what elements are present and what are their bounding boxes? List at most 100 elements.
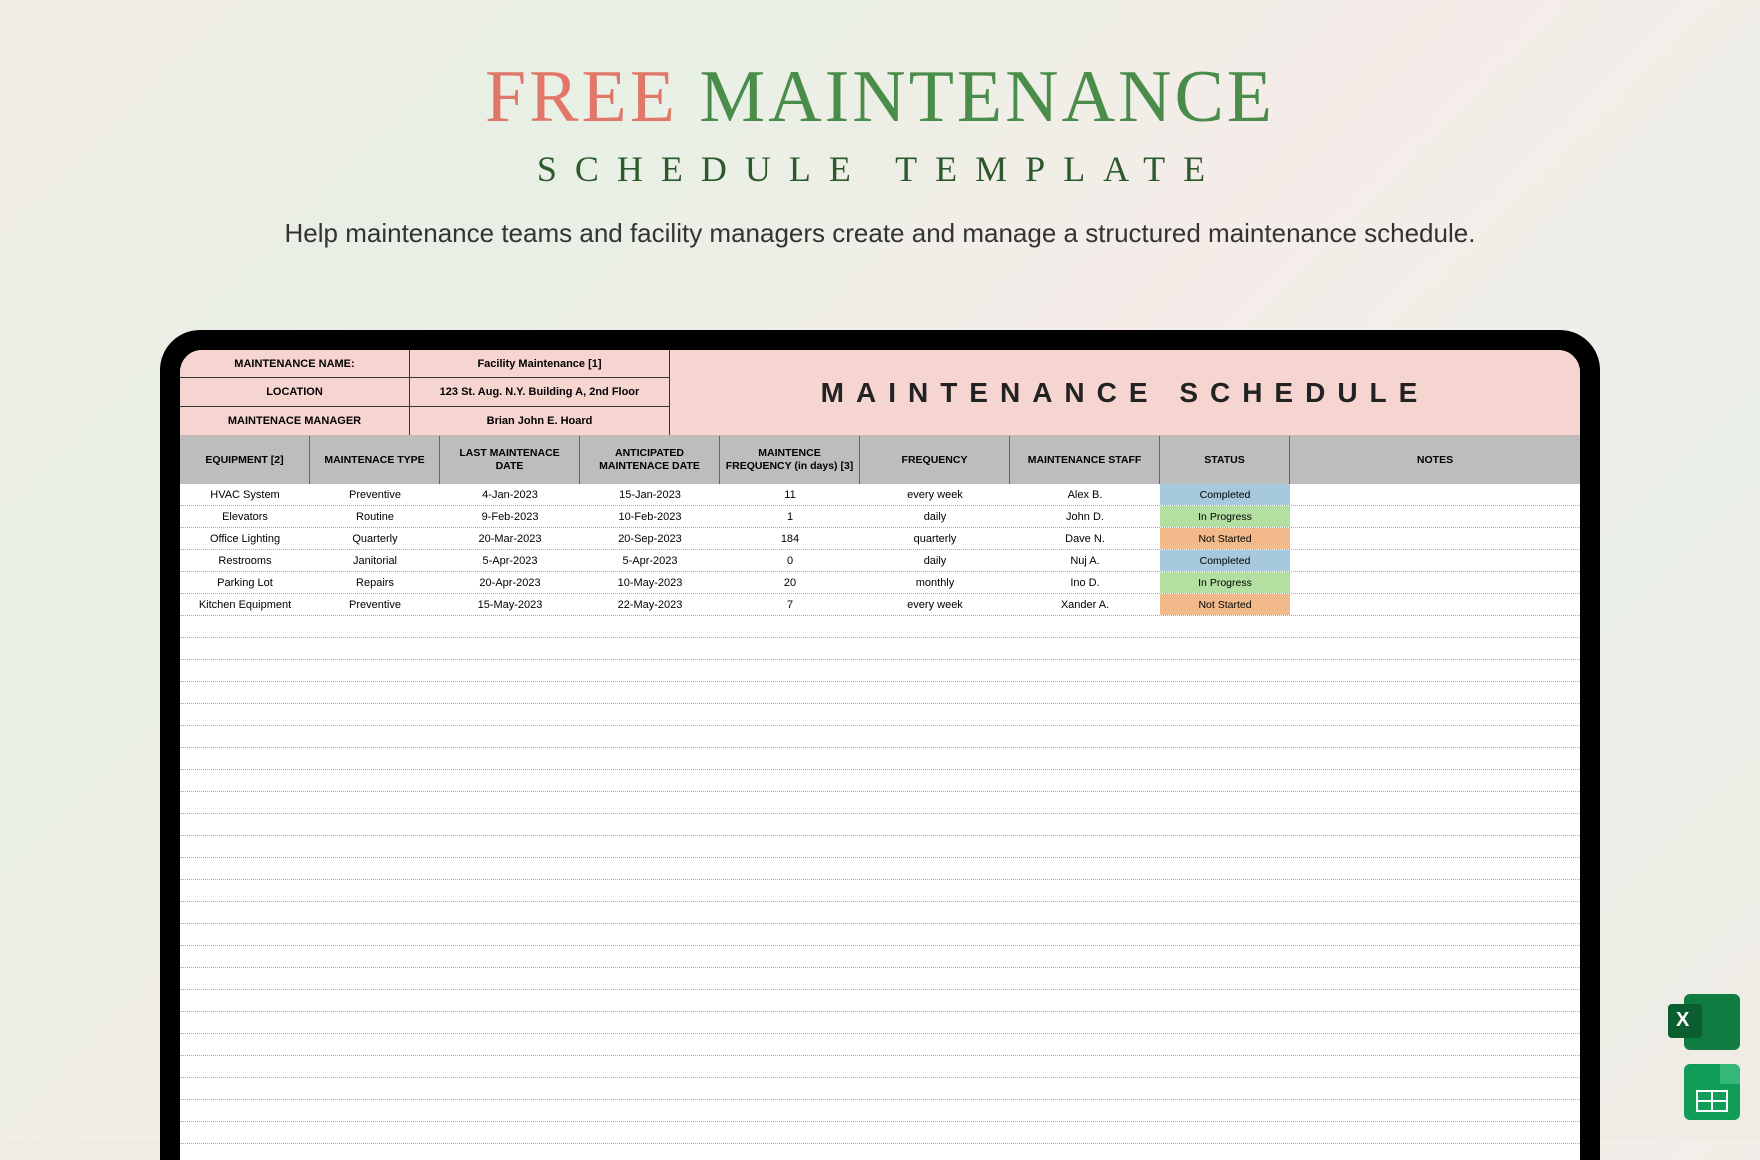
table-cell: Office Lighting <box>180 528 310 549</box>
empty-row <box>180 660 1580 682</box>
table-cell: 11 <box>720 484 860 505</box>
table-cell <box>1290 528 1580 549</box>
table-cell: every week <box>860 594 1010 615</box>
empty-row <box>180 770 1580 792</box>
spreadsheet-screen: MAINTENANCE NAME: Facility Maintenance [… <box>180 350 1580 1160</box>
empty-row <box>180 682 1580 704</box>
table-cell <box>1290 594 1580 615</box>
empty-row <box>180 748 1580 770</box>
sheet-title: MAINTENANCE SCHEDULE <box>670 350 1580 435</box>
table-cell <box>1290 506 1580 527</box>
empty-row <box>180 880 1580 902</box>
google-sheets-icon[interactable] <box>1684 1064 1740 1120</box>
table-cell: Restrooms <box>180 550 310 571</box>
status-cell: In Progress <box>1160 506 1290 527</box>
table-cell: Elevators <box>180 506 310 527</box>
hero-description: Help maintenance teams and facility mana… <box>0 218 1760 249</box>
table-cell: daily <box>860 506 1010 527</box>
empty-row <box>180 946 1580 968</box>
status-cell: Completed <box>1160 484 1290 505</box>
table-cell: Parking Lot <box>180 572 310 593</box>
table-cell: quarterly <box>860 528 1010 549</box>
table-cell: Alex B. <box>1010 484 1160 505</box>
table-cell: 184 <box>720 528 860 549</box>
table-cell: 20-Apr-2023 <box>440 572 580 593</box>
column-header: NOTES <box>1290 436 1580 484</box>
table-cell: Routine <box>310 506 440 527</box>
table-cell: 20 <box>720 572 860 593</box>
table-row: HVAC SystemPreventive4-Jan-202315-Jan-20… <box>180 484 1580 506</box>
maint-name-value: Facility Maintenance [1] <box>410 350 670 378</box>
table-row: ElevatorsRoutine9-Feb-202310-Feb-20231da… <box>180 506 1580 528</box>
maint-name-label: MAINTENANCE NAME: <box>180 350 410 378</box>
sheet-header: MAINTENANCE NAME: Facility Maintenance [… <box>180 350 1580 436</box>
export-icons <box>1684 994 1740 1120</box>
status-cell: Not Started <box>1160 528 1290 549</box>
table-cell: Janitorial <box>310 550 440 571</box>
table-cell: Preventive <box>310 484 440 505</box>
table-cell: Nuj A. <box>1010 550 1160 571</box>
table-cell: Repairs <box>310 572 440 593</box>
hero-subtitle: SCHEDULE TEMPLATE <box>0 148 1760 190</box>
info-grid: MAINTENANCE NAME: Facility Maintenance [… <box>180 350 670 435</box>
manager-value: Brian John E. Hoard <box>410 407 670 435</box>
table-row: Parking LotRepairs20-Apr-202310-May-2023… <box>180 572 1580 594</box>
table-cell: Dave N. <box>1010 528 1160 549</box>
empty-row <box>180 924 1580 946</box>
hero-word-maintenance: MAINTENANCE <box>699 56 1275 138</box>
column-header: MAINTENACE TYPE <box>310 436 440 484</box>
table-cell <box>1290 484 1580 505</box>
empty-row <box>180 1034 1580 1056</box>
status-cell: Completed <box>1160 550 1290 571</box>
table-row: Kitchen EquipmentPreventive15-May-202322… <box>180 594 1580 616</box>
column-header: MAINTENCE FREQUENCY (in days) [3] <box>720 436 860 484</box>
empty-row <box>180 638 1580 660</box>
table-cell: HVAC System <box>180 484 310 505</box>
excel-icon[interactable] <box>1684 994 1740 1050</box>
empty-row <box>180 792 1580 814</box>
empty-row <box>180 814 1580 836</box>
table-cell: 1 <box>720 506 860 527</box>
empty-row <box>180 1056 1580 1078</box>
table-cell: 15-Jan-2023 <box>580 484 720 505</box>
table-cell: 20-Sep-2023 <box>580 528 720 549</box>
column-header: MAINTENANCE STAFF <box>1010 436 1160 484</box>
table-row: Office LightingQuarterly20-Mar-202320-Se… <box>180 528 1580 550</box>
column-header: FREQUENCY <box>860 436 1010 484</box>
manager-label: MAINTENACE MANAGER <box>180 407 410 435</box>
empty-row <box>180 968 1580 990</box>
status-cell: Not Started <box>1160 594 1290 615</box>
empty-row <box>180 1078 1580 1100</box>
table-cell: 4-Jan-2023 <box>440 484 580 505</box>
table-cell: Quarterly <box>310 528 440 549</box>
table-cell: every week <box>860 484 1010 505</box>
column-header: STATUS <box>1160 436 1290 484</box>
location-value: 123 St. Aug. N.Y. Building A, 2nd Floor <box>410 378 670 406</box>
table-cell: 9-Feb-2023 <box>440 506 580 527</box>
empty-row <box>180 1122 1580 1144</box>
table-cell: daily <box>860 550 1010 571</box>
table-cell: 5-Apr-2023 <box>580 550 720 571</box>
empty-row <box>180 902 1580 924</box>
table-header-row: EQUIPMENT [2]MAINTENACE TYPELAST MAINTEN… <box>180 436 1580 484</box>
status-cell: In Progress <box>1160 572 1290 593</box>
hero-title: FREE MAINTENANCE <box>0 55 1760 140</box>
empty-row <box>180 990 1580 1012</box>
table-cell: Ino D. <box>1010 572 1160 593</box>
table-body: HVAC SystemPreventive4-Jan-202315-Jan-20… <box>180 484 1580 1160</box>
empty-row <box>180 1144 1580 1160</box>
table-cell: Preventive <box>310 594 440 615</box>
table-cell: 7 <box>720 594 860 615</box>
empty-row <box>180 1012 1580 1034</box>
table-cell <box>1290 550 1580 571</box>
table-cell: 10-May-2023 <box>580 572 720 593</box>
table-cell: 15-May-2023 <box>440 594 580 615</box>
column-header: LAST MAINTENACE DATE <box>440 436 580 484</box>
empty-row <box>180 858 1580 880</box>
table-row: RestroomsJanitorial5-Apr-20235-Apr-20230… <box>180 550 1580 572</box>
table-cell: 10-Feb-2023 <box>580 506 720 527</box>
empty-row <box>180 836 1580 858</box>
table-cell: 22-May-2023 <box>580 594 720 615</box>
column-header: ANTICIPATED MAINTENACE DATE <box>580 436 720 484</box>
table-cell: Xander A. <box>1010 594 1160 615</box>
